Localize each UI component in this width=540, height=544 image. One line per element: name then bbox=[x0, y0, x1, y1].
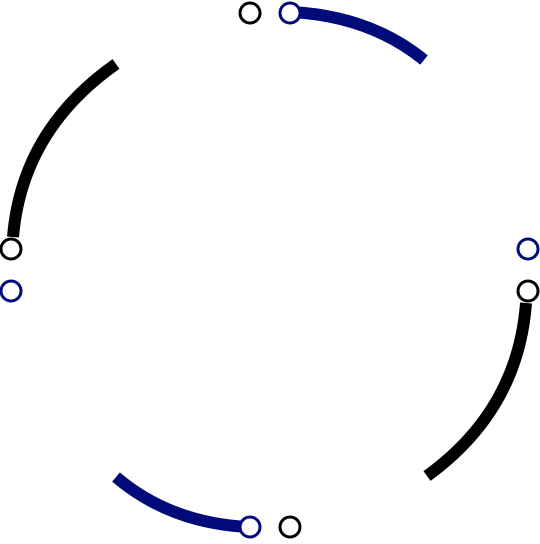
right-navy-handle[interactable] bbox=[516, 237, 540, 261]
left-black-handle[interactable] bbox=[0, 237, 23, 261]
left-navy-handle[interactable] bbox=[0, 279, 23, 303]
bottom-left-arc[interactable] bbox=[112, 472, 249, 533]
bottom-right-arc[interactable] bbox=[423, 302, 532, 481]
right-black-handle[interactable] bbox=[516, 279, 540, 303]
bottom-navy-handle[interactable] bbox=[238, 515, 262, 539]
top-right-arc[interactable] bbox=[290, 6, 428, 65]
bottom-black-handle[interactable] bbox=[278, 515, 302, 539]
top-black-handle[interactable] bbox=[238, 1, 262, 25]
top-navy-handle[interactable] bbox=[278, 1, 302, 25]
top-left-arc[interactable] bbox=[7, 59, 120, 238]
